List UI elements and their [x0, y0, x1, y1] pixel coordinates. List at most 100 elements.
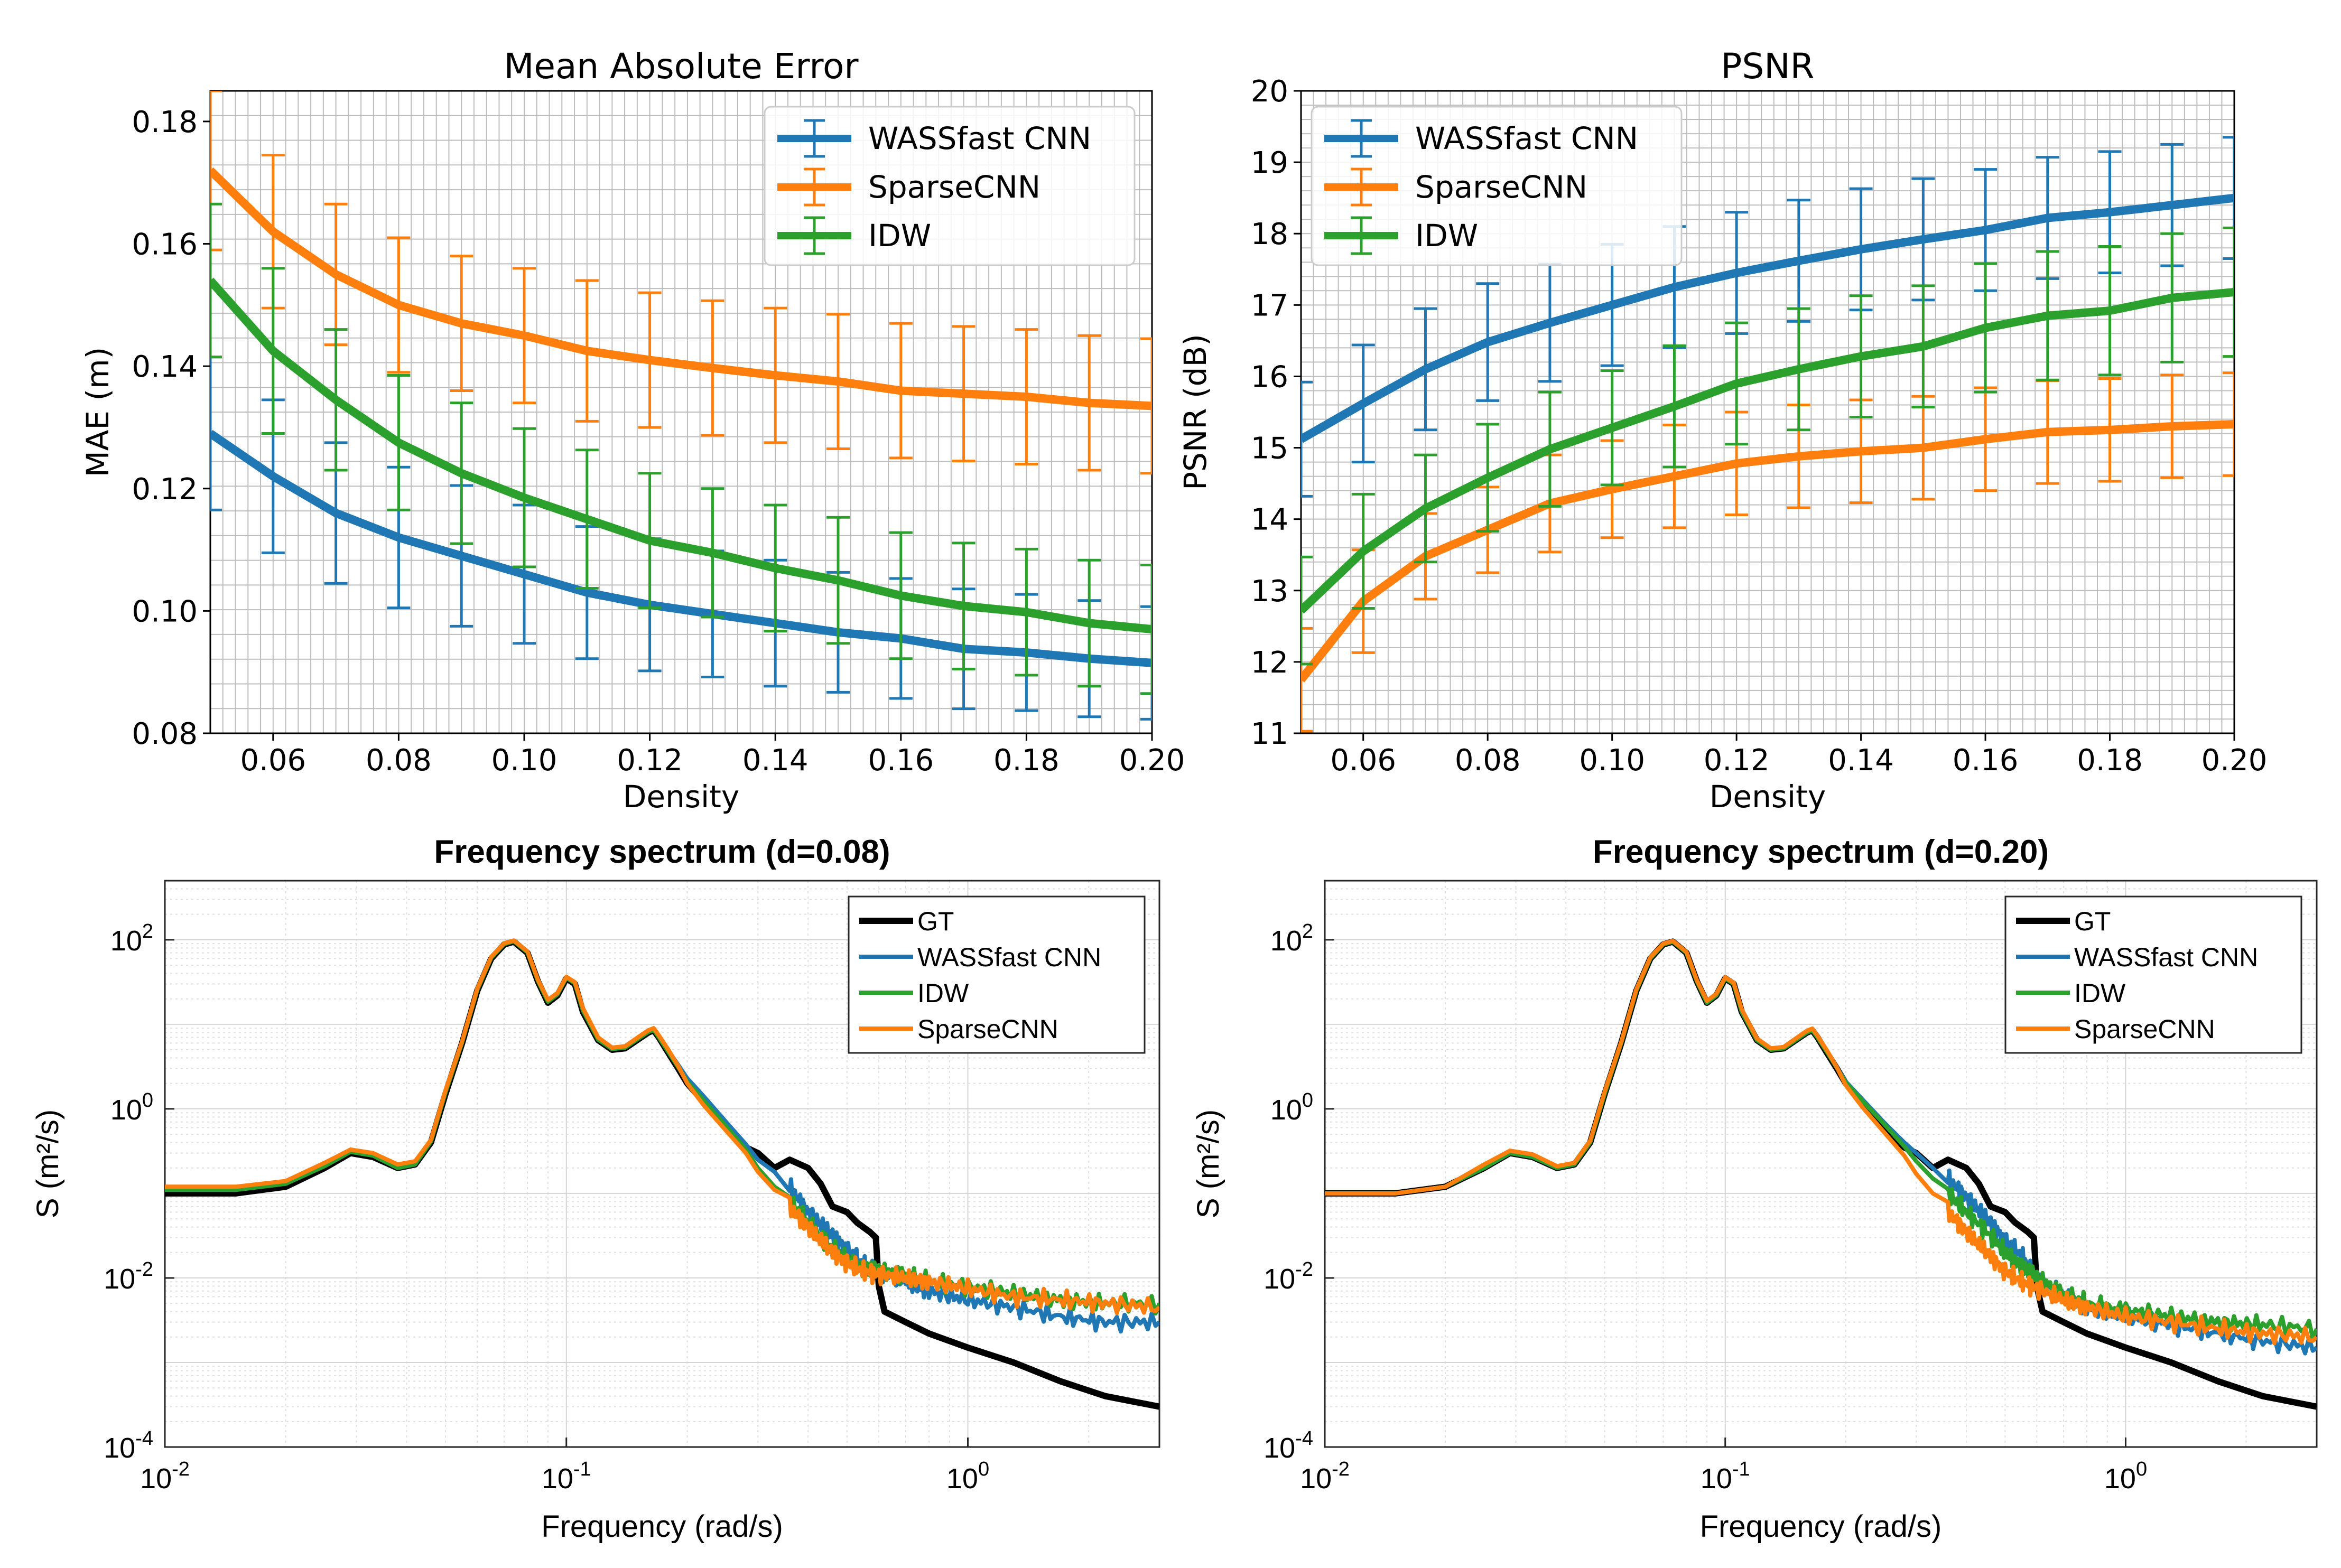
series-line	[1301, 288, 2234, 614]
y-tick-label: 19	[1251, 146, 1288, 180]
legend-item: WASSfast CNN	[1324, 119, 1638, 158]
x-tick-label: 0.08	[366, 743, 432, 778]
x-axis-label: Density	[1710, 779, 1826, 815]
series-line	[1301, 193, 2234, 443]
plot-frame	[1324, 880, 2318, 1448]
x-axis-label: Frequency (rad/s)	[1700, 1509, 1942, 1544]
legend: GT WASSfast CNN IDW SparseCNN	[2004, 895, 2302, 1054]
error-bar	[1301, 555, 1313, 666]
series-line	[210, 430, 1152, 667]
y-tick-label: 0.08	[132, 717, 198, 751]
legend-box	[1311, 106, 1683, 266]
y-tick-label: 20	[1251, 74, 1288, 109]
x-tick-label: 0.18	[993, 743, 1060, 778]
series-group	[1301, 136, 2234, 733]
y-axis-label: S (m²/s)	[31, 1109, 65, 1218]
chart-psnr: 0.06 0.08 0.10 0.12 0.14 0.16 0.18 0.20 11 12 13 14…	[1177, 46, 2267, 815]
series-wassfast-cnn	[210, 356, 1152, 721]
error-bar	[2223, 371, 2234, 477]
x-tick-label: 0.12	[617, 743, 683, 778]
series-group	[1325, 938, 2317, 1410]
x-tick-label: 0.20	[2201, 743, 2268, 778]
legend-item: WASSfast CNN	[859, 942, 1101, 972]
series-idw	[1325, 939, 2317, 1341]
x-tick-label: 100	[2104, 1458, 2147, 1495]
x-tick-label: 10-1	[542, 1458, 591, 1495]
legend-label: IDW	[1415, 218, 1478, 254]
series-sparsecnn	[165, 938, 1159, 1315]
grid	[1324, 880, 2317, 1448]
error-bar	[210, 91, 222, 251]
x-tick-label: 0.20	[1119, 743, 1185, 778]
error-bar	[2223, 226, 2234, 358]
series-sparsecnn	[1301, 371, 2234, 733]
legend-label: WASSfast CNN	[868, 120, 1091, 156]
legend-item: WASSfast CNN	[777, 119, 1091, 158]
legend-item: SparseCNN	[2016, 1014, 2215, 1044]
chart-title: PSNR	[1721, 46, 1815, 87]
legend-label: SparseCNN	[917, 1014, 1058, 1044]
y-tick-label: 17	[1251, 288, 1288, 323]
x-tick-label: 0.12	[1704, 743, 1770, 778]
y-tick-label: 14	[1251, 503, 1288, 537]
error-bar	[1301, 380, 1313, 498]
error-bar	[1140, 605, 1152, 721]
x-tick-label: 0.08	[1455, 743, 1521, 778]
chart-mae: 0.06 0.08 0.10 0.12 0.14 0.16 0.18 0.20 0.08 0.10…	[80, 46, 1185, 815]
y-tick-label: 12	[1251, 646, 1288, 680]
legend-item: GT	[2016, 907, 2111, 936]
legend: WASSfast CNN SparseCNN IDW	[1311, 106, 1683, 266]
plot-frame	[164, 880, 1160, 1448]
x-tick-label: 0.16	[868, 743, 934, 778]
legend-label: WASSfast CNN	[2074, 942, 2258, 972]
y-tick-label: 102	[110, 920, 153, 957]
legend-label: IDW	[868, 218, 931, 254]
y-tick-label: 0.12	[132, 472, 198, 507]
y-tick-label: 10-4	[104, 1427, 153, 1464]
chart-title: Frequency spectrum (d=0.20)	[1593, 834, 2049, 870]
legend-box	[764, 106, 1136, 266]
y-tick-label: 10-4	[1264, 1427, 1313, 1464]
legend-item: SparseCNN	[777, 167, 1041, 207]
legend-label: IDW	[2074, 978, 2126, 1008]
legend-item: GT	[859, 907, 954, 936]
series-group	[165, 938, 1159, 1410]
chart-title: Mean Absolute Error	[504, 46, 859, 87]
y-tick-label: 100	[110, 1089, 153, 1126]
error-bar	[1140, 564, 1152, 695]
series-sparsecnn	[1325, 939, 2317, 1346]
error-bar	[1140, 337, 1152, 475]
y-tick-label: 18	[1251, 217, 1288, 251]
x-tick-label: 0.14	[1828, 743, 1894, 778]
error-bar	[210, 202, 222, 359]
x-tick-label: 0.10	[1579, 743, 1645, 778]
legend-label: SparseCNN	[2074, 1014, 2215, 1044]
legend-item: SparseCNN	[1324, 167, 1587, 207]
x-tick-label: 10-2	[1300, 1458, 1350, 1495]
y-tick-label: 13	[1251, 574, 1288, 609]
x-tick-label: 0.16	[1953, 743, 2019, 778]
legend-label: IDW	[917, 978, 969, 1008]
y-tick-label: 0.14	[132, 350, 198, 384]
x-tick-label: 0.14	[742, 743, 809, 778]
x-axis-label: Frequency (rad/s)	[541, 1509, 783, 1544]
y-tick-label: 15	[1251, 432, 1288, 466]
y-tick-label: 10-2	[1264, 1258, 1313, 1295]
legend-item: IDW	[859, 978, 969, 1008]
x-tick-label: 100	[946, 1458, 989, 1495]
legend: WASSfast CNN SparseCNN IDW	[764, 106, 1136, 266]
x-tick-label: 10-2	[140, 1458, 190, 1495]
legend-label: GT	[2074, 907, 2111, 936]
chart-title: Frequency spectrum (d=0.08)	[434, 834, 890, 870]
legend: GT WASSfast CNN IDW SparseCNN	[848, 895, 1146, 1054]
legend-label: SparseCNN	[1415, 169, 1587, 205]
y-axis-label: PSNR (dB)	[1177, 334, 1213, 490]
series-idw	[1301, 226, 2234, 666]
y-tick-label: 100	[1270, 1089, 1313, 1126]
series-line	[210, 277, 1152, 634]
legend-item: SparseCNN	[859, 1014, 1058, 1044]
legend-label: WASSfast CNN	[1415, 120, 1638, 156]
x-tick-label: 0.06	[1330, 743, 1396, 778]
